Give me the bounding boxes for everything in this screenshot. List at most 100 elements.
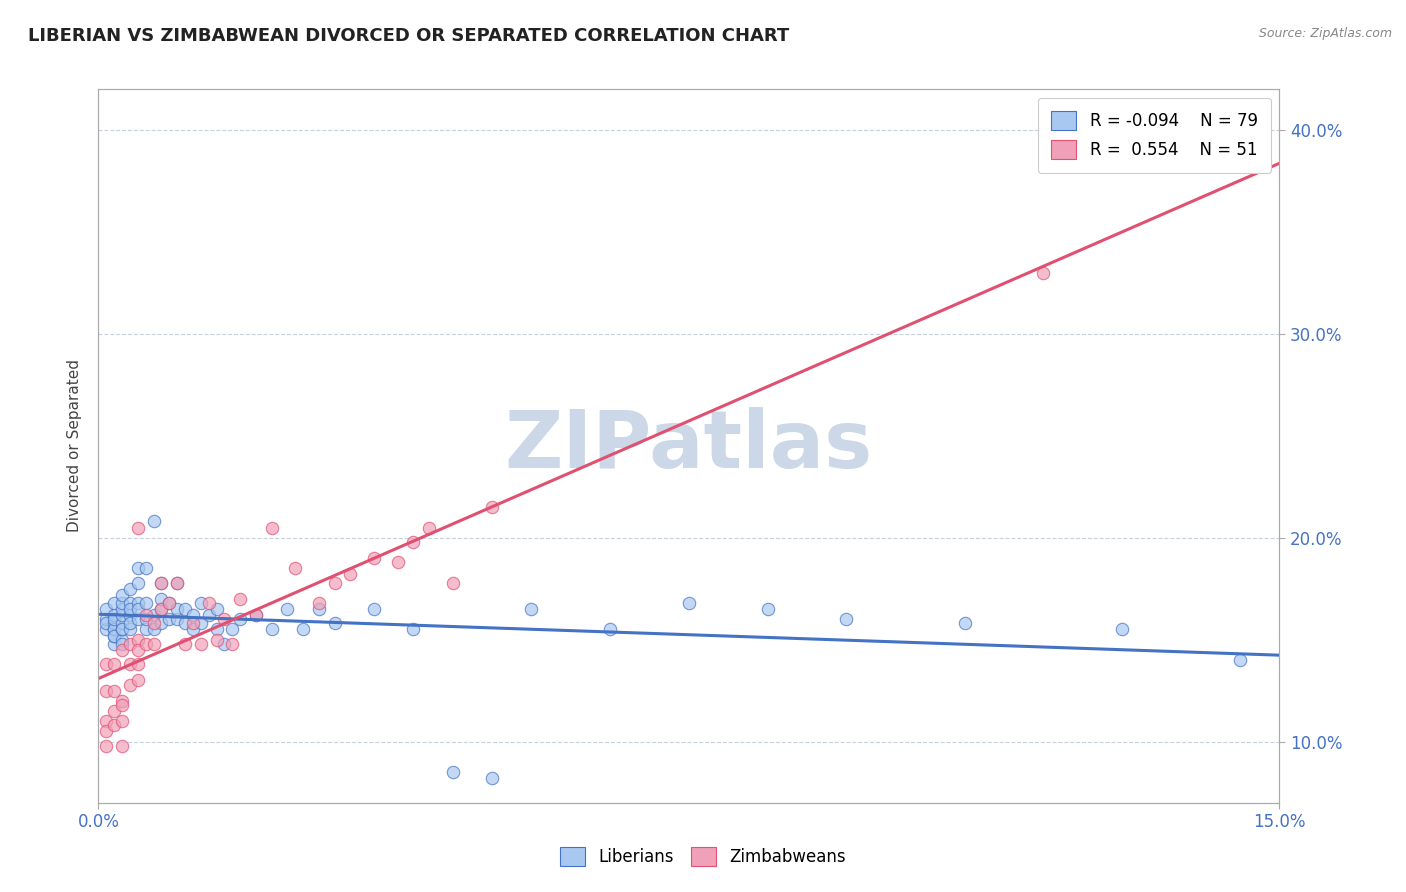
Point xyxy=(118,623,141,637)
Point xyxy=(96,683,118,698)
Point xyxy=(835,612,858,626)
Point xyxy=(221,637,243,651)
Point xyxy=(135,612,157,626)
Point xyxy=(96,657,118,672)
Point xyxy=(150,575,173,590)
Point xyxy=(1111,623,1133,637)
Point xyxy=(127,673,149,688)
Point xyxy=(1229,653,1251,667)
Point xyxy=(142,608,165,623)
Point xyxy=(323,575,346,590)
Point xyxy=(103,718,125,732)
Point xyxy=(260,520,283,534)
Point xyxy=(1032,266,1054,280)
Point xyxy=(135,608,157,623)
Point xyxy=(157,596,180,610)
Point xyxy=(111,602,134,616)
Point xyxy=(111,739,134,753)
Point xyxy=(127,575,149,590)
Point xyxy=(127,520,149,534)
Point xyxy=(150,602,173,616)
Point xyxy=(118,616,141,631)
Point xyxy=(103,623,125,637)
Point xyxy=(205,623,228,637)
Point xyxy=(127,632,149,647)
Point xyxy=(756,602,779,616)
Point xyxy=(127,602,149,616)
Point xyxy=(111,588,134,602)
Point xyxy=(118,608,141,623)
Point xyxy=(111,623,134,637)
Point xyxy=(118,677,141,691)
Point xyxy=(953,616,976,631)
Point xyxy=(103,683,125,698)
Point xyxy=(245,608,267,623)
Point xyxy=(402,623,425,637)
Point xyxy=(308,602,330,616)
Text: Source: ZipAtlas.com: Source: ZipAtlas.com xyxy=(1258,27,1392,40)
Point xyxy=(363,551,385,566)
Point xyxy=(678,596,700,610)
Point xyxy=(197,608,219,623)
Point xyxy=(127,612,149,626)
Point xyxy=(214,637,236,651)
Point xyxy=(103,629,125,643)
Legend: R = -0.094    N = 79, R =  0.554    N = 51: R = -0.094 N = 79, R = 0.554 N = 51 xyxy=(1038,97,1271,173)
Point xyxy=(118,602,141,616)
Point xyxy=(181,616,204,631)
Point xyxy=(190,637,212,651)
Point xyxy=(135,561,157,575)
Point xyxy=(118,582,141,596)
Point xyxy=(205,632,228,647)
Legend: Liberians, Zimbabweans: Liberians, Zimbabweans xyxy=(553,838,853,875)
Point xyxy=(127,643,149,657)
Point xyxy=(111,623,134,637)
Y-axis label: Divorced or Separated: Divorced or Separated xyxy=(67,359,83,533)
Point xyxy=(135,623,157,637)
Point xyxy=(599,623,621,637)
Point xyxy=(96,623,118,637)
Point xyxy=(221,623,243,637)
Point xyxy=(96,739,118,753)
Point xyxy=(150,591,173,606)
Point xyxy=(190,596,212,610)
Text: ZIPatlas: ZIPatlas xyxy=(505,407,873,485)
Point xyxy=(111,698,134,712)
Point xyxy=(142,637,165,651)
Point xyxy=(96,612,118,626)
Point xyxy=(205,602,228,616)
Point xyxy=(418,520,440,534)
Point xyxy=(174,602,197,616)
Point xyxy=(96,724,118,739)
Point xyxy=(260,623,283,637)
Point xyxy=(157,612,180,626)
Point xyxy=(142,616,165,631)
Point xyxy=(339,567,361,582)
Point xyxy=(481,772,503,786)
Point xyxy=(111,637,134,651)
Point xyxy=(135,596,157,610)
Point xyxy=(96,714,118,729)
Point xyxy=(111,596,134,610)
Point xyxy=(481,500,503,515)
Point xyxy=(308,596,330,610)
Point xyxy=(323,616,346,631)
Point xyxy=(103,657,125,672)
Point xyxy=(181,608,204,623)
Point xyxy=(118,637,141,651)
Point xyxy=(166,612,188,626)
Point xyxy=(292,623,315,637)
Point xyxy=(111,616,134,631)
Point xyxy=(118,596,141,610)
Point xyxy=(103,612,125,626)
Point xyxy=(166,575,188,590)
Point xyxy=(103,637,125,651)
Point xyxy=(276,602,298,616)
Point xyxy=(166,602,188,616)
Point xyxy=(166,575,188,590)
Point xyxy=(174,637,197,651)
Point xyxy=(103,623,125,637)
Point xyxy=(103,629,125,643)
Point xyxy=(441,575,464,590)
Point xyxy=(103,596,125,610)
